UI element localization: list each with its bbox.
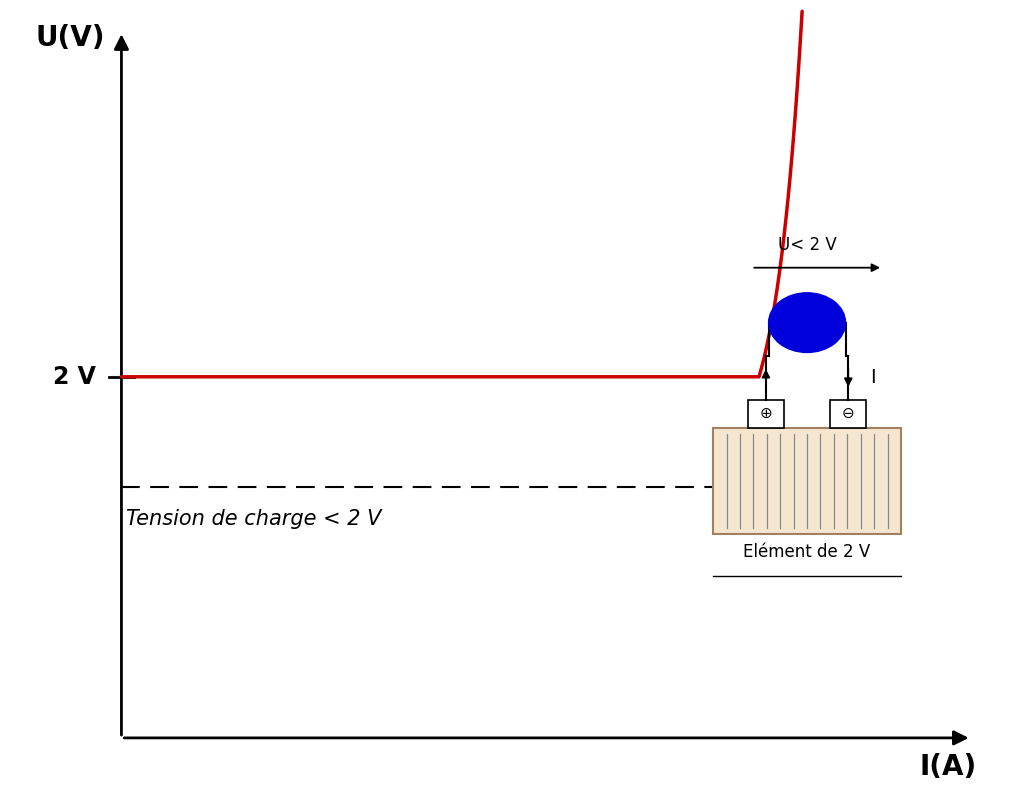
Text: I(A): I(A) [918, 753, 976, 781]
Bar [829, 400, 865, 428]
Text: 2 V: 2 V [54, 365, 96, 389]
Text: ⊖: ⊖ [841, 406, 853, 422]
Text: ⊕: ⊕ [759, 406, 771, 422]
Bar [713, 428, 900, 534]
Text: Elément de 2 V: Elément de 2 V [743, 543, 869, 561]
Text: Tension de charge < 2 V: Tension de charge < 2 V [126, 509, 381, 528]
Text: I: I [869, 368, 876, 388]
Bar [747, 400, 784, 428]
Text: U< 2 V: U< 2 V [776, 236, 836, 254]
Circle shape [768, 293, 845, 352]
Text: U(V): U(V) [35, 24, 105, 52]
